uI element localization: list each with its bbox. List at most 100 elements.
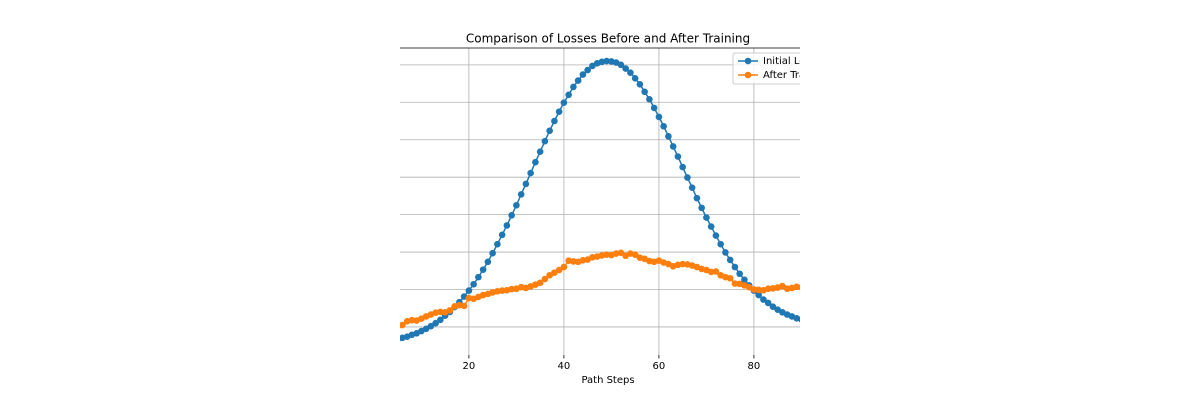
marker [688,184,696,191]
marker [679,163,686,171]
marker [693,194,701,202]
marker [755,286,762,294]
marker [551,117,558,125]
marker [446,307,454,314]
marker [437,316,444,324]
marker [660,122,667,130]
line [400,60,800,340]
marker [631,75,639,82]
marker [546,127,553,135]
marker [669,143,677,150]
marker [517,191,525,198]
marker [793,283,800,291]
marker [484,258,492,266]
marker [617,61,625,69]
marker [731,280,739,287]
marker [570,83,577,91]
marker [726,274,734,282]
marker [437,308,444,316]
marker [400,323,401,329]
legend-marker [744,71,752,79]
x-tick-label: 60 [653,361,666,372]
marker [432,319,439,327]
marker [631,251,639,258]
marker [503,222,511,229]
marker [636,81,644,88]
marker [508,285,515,293]
marker [764,285,772,293]
marker [494,240,501,248]
marker [560,263,568,271]
marker [798,284,800,291]
marker [741,276,748,284]
marker [627,69,634,77]
marker [555,108,563,115]
marker [489,249,496,257]
marker [541,137,549,145]
marker [536,148,544,156]
marker [722,249,729,256]
marker [479,266,487,273]
marker [579,71,587,78]
marker [541,275,549,283]
marker [427,322,435,330]
marker [755,291,762,299]
x-tick-label: 40 [558,361,571,372]
marker [736,270,743,278]
x-axis-label: Path Steps [581,375,634,386]
marker [760,296,767,303]
marker [650,104,658,112]
marker [698,204,705,212]
marker [646,95,653,103]
marker [532,158,539,166]
marker [712,268,720,275]
marker [536,279,544,287]
marker [622,65,629,72]
marker [679,260,686,268]
marker [470,280,477,288]
legend-marker [744,57,752,65]
marker [400,336,401,342]
marker [703,214,710,221]
marker [707,268,715,276]
marker [527,169,534,177]
legend-label: Initial Lo [763,56,805,67]
marker [717,240,724,248]
marker [750,286,758,293]
marker [603,251,610,258]
marker [555,266,563,274]
marker [769,303,777,311]
marker [475,273,482,281]
marker [712,232,720,239]
legend-label: After Tra [763,70,805,81]
x-tick-label: 20 [463,361,476,372]
x-tick-label: 80 [748,361,761,372]
marker [508,212,515,219]
marker [522,180,530,188]
marker [798,316,800,323]
chart-title: Comparison of Losses Before and After Tr… [466,32,750,46]
marker [460,302,468,310]
marker [641,88,648,96]
marker [513,201,520,209]
marker [498,231,506,239]
marker [674,153,682,160]
marker [408,316,416,324]
marker [655,113,663,121]
marker [570,258,577,265]
marker [465,287,473,294]
marker [574,77,582,84]
marker [665,133,672,140]
marker [603,57,610,65]
marker [498,287,506,294]
marker [617,249,625,257]
marker [707,223,715,230]
marker [764,299,772,307]
marker [400,321,406,329]
marker [726,256,734,264]
marker [684,174,691,181]
marker [565,91,572,99]
marker [560,99,568,106]
